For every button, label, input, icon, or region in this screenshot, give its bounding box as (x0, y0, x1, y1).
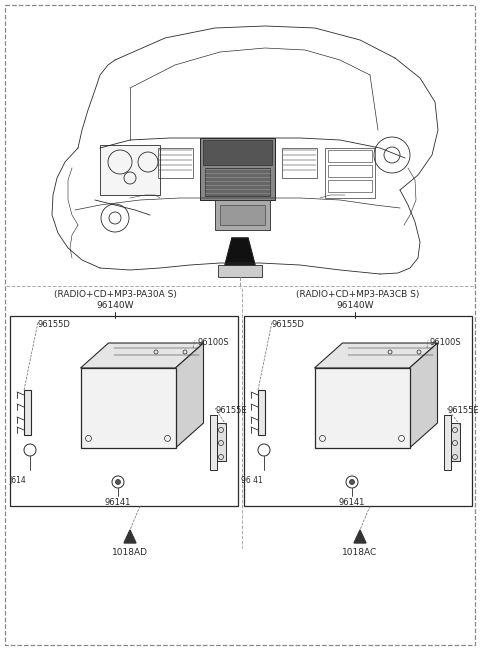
Text: 96100S: 96100S (430, 338, 462, 347)
Bar (24, 390, 31, 435)
Bar (451, 423, 460, 461)
Text: 1018AD: 1018AD (112, 548, 148, 557)
Bar (444, 415, 451, 470)
Text: 96140W: 96140W (336, 301, 374, 310)
Text: 96 41: 96 41 (241, 476, 263, 485)
Bar (319, 372, 406, 394)
Polygon shape (314, 368, 409, 448)
Polygon shape (176, 343, 204, 448)
Bar (148, 348, 193, 356)
Bar (328, 150, 372, 162)
Bar (328, 180, 372, 192)
Text: (RADIO+CD+MP3-PA30A S): (RADIO+CD+MP3-PA30A S) (54, 290, 177, 299)
Polygon shape (225, 238, 255, 265)
Bar (220, 205, 265, 225)
Bar (382, 348, 427, 356)
Bar (215, 200, 270, 230)
Text: 96155D: 96155D (272, 320, 305, 329)
Polygon shape (81, 343, 204, 368)
Polygon shape (354, 530, 366, 543)
Polygon shape (314, 343, 437, 368)
Text: 96100S: 96100S (197, 338, 228, 347)
Bar (319, 397, 406, 413)
Bar (258, 390, 265, 435)
Text: 96155E: 96155E (216, 406, 248, 415)
Bar (218, 265, 262, 277)
Bar (325, 148, 375, 198)
Circle shape (116, 480, 120, 484)
Bar (217, 423, 226, 461)
Polygon shape (409, 343, 437, 448)
Bar (100, 145, 160, 195)
Bar (200, 138, 275, 200)
Bar (210, 415, 217, 470)
Polygon shape (81, 368, 176, 448)
Polygon shape (124, 530, 136, 543)
Bar (84, 397, 171, 413)
Text: J614: J614 (10, 476, 26, 485)
Bar (203, 140, 272, 165)
Text: 96155E: 96155E (448, 406, 480, 415)
Bar (158, 148, 193, 178)
Bar (205, 168, 270, 196)
Bar (10, 316, 238, 506)
Text: 1018AC: 1018AC (342, 548, 378, 557)
Text: 96140W: 96140W (96, 301, 134, 310)
Circle shape (349, 480, 355, 484)
Text: (RADIO+CD+MP3-PA3CB S): (RADIO+CD+MP3-PA3CB S) (296, 290, 420, 299)
Text: 96141: 96141 (105, 498, 131, 507)
Bar (328, 165, 372, 177)
Bar (84, 372, 171, 394)
Text: 96141: 96141 (339, 498, 365, 507)
Bar (282, 148, 317, 178)
Bar (244, 316, 472, 506)
Text: 96155D: 96155D (38, 320, 71, 329)
